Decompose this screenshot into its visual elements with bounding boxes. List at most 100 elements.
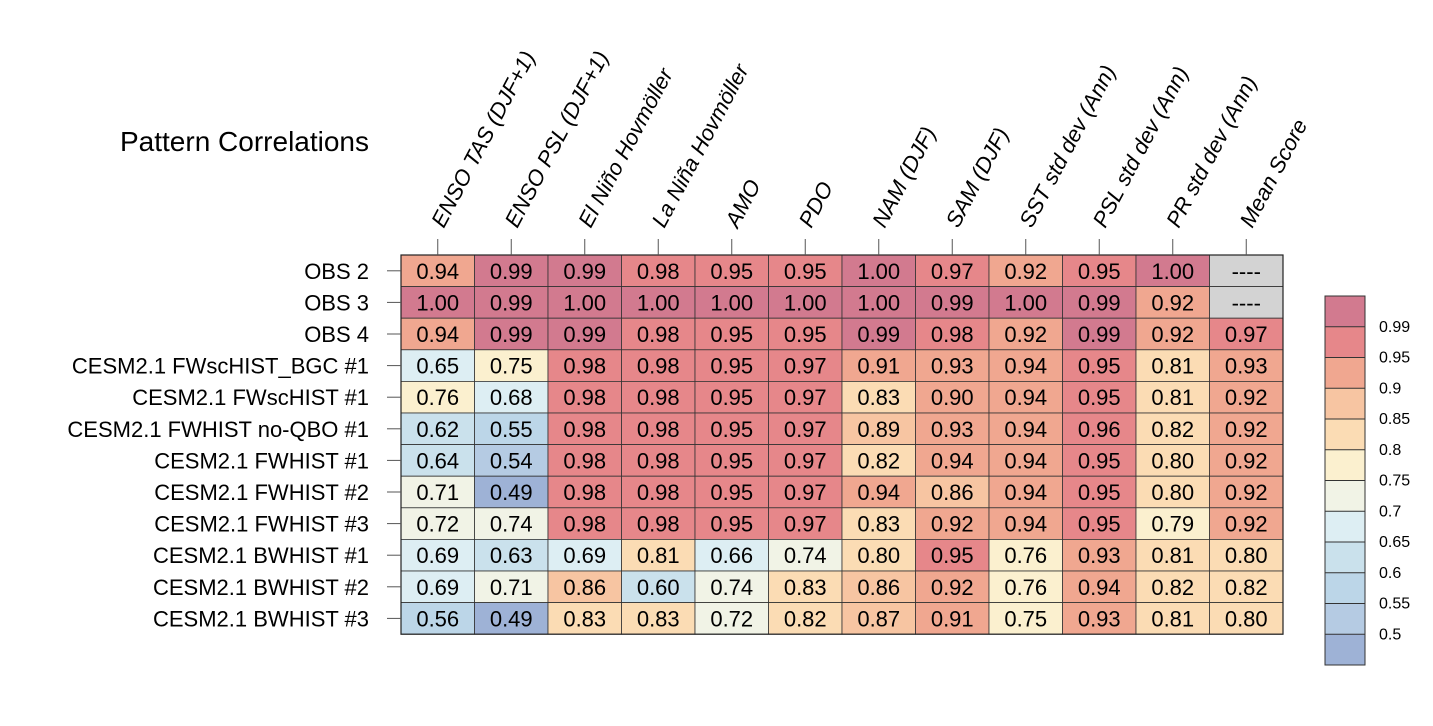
cell-value-label: 0.99: [857, 322, 900, 347]
cell-value-label: 0.95: [710, 512, 753, 537]
cell-value-label: 0.95: [1078, 512, 1121, 537]
heatmap-cell: [547, 475, 622, 509]
heatmap-cell: [841, 539, 916, 572]
cell-value-label: 1.00: [1004, 290, 1047, 315]
cell-value-label: 0.89: [857, 417, 900, 442]
cell-value-label: 0.98: [637, 480, 680, 505]
cell-value-label: 0.80: [1225, 543, 1268, 568]
colorbar-swatch: [1325, 634, 1365, 665]
cell-value-label: 0.95: [710, 417, 753, 442]
cell-value-label: 0.63: [490, 543, 533, 568]
heatmap-cell: [474, 507, 549, 540]
heatmap-cell: [1135, 507, 1210, 540]
heatmap-cell: [400, 286, 475, 319]
heatmap-cell: [988, 254, 1063, 288]
cell-value-label: 0.49: [490, 606, 533, 631]
heatmap-cell: [768, 380, 843, 414]
row-label: CESM2.1 BWHIST #1: [153, 543, 369, 568]
colorbar-tick-label: 0.6: [1379, 565, 1401, 582]
cell-value-label: 0.92: [1151, 290, 1194, 315]
cell-value-label: 0.76: [1004, 543, 1047, 568]
cell-value-label: 0.98: [563, 480, 606, 505]
colorbar-swatch: [1325, 296, 1365, 327]
cell-value-label: 0.95: [931, 543, 974, 568]
heatmap-cell: [400, 254, 475, 288]
cell-value-label: 1.00: [710, 290, 753, 315]
cell-value-label: 0.82: [857, 448, 900, 473]
heatmap-cell: [841, 507, 916, 540]
cell-value-label: 0.92: [1225, 448, 1268, 473]
heatmap-cell: [400, 317, 475, 351]
heatmap-cell: [694, 539, 769, 572]
cell-value-label: 0.71: [490, 575, 533, 600]
cell-value-label: 0.98: [637, 512, 680, 537]
cell-value-label: 0.83: [637, 606, 680, 631]
cell-value-label: 0.83: [857, 385, 900, 410]
heatmap-cell: [915, 444, 990, 477]
chart-title: Pattern Correlations: [120, 126, 370, 157]
cell-value-label: 0.94: [1004, 417, 1047, 442]
cell-value-label: 1.00: [1151, 259, 1194, 284]
heatmap-cell: [1135, 602, 1210, 635]
cell-value-label: 0.76: [416, 385, 459, 410]
heatmap-cell: [768, 444, 843, 477]
heatmap-cell: [988, 286, 1063, 319]
cell-value-label: 0.94: [1004, 480, 1047, 505]
colorbar-tick-label: 0.9: [1379, 380, 1401, 397]
heatmap-cell: [768, 539, 843, 572]
heatmap-cell: [915, 254, 990, 288]
cell-value-label: 0.80: [1151, 448, 1194, 473]
cell-value-label: 0.69: [416, 575, 459, 600]
cell-value-label: 0.94: [1078, 575, 1121, 600]
cell-value-label: 0.72: [416, 512, 459, 537]
cell-value-label: 0.71: [416, 480, 459, 505]
row-label: CESM2.1 BWHIST #2: [153, 575, 369, 600]
cell-value-label: 0.93: [1078, 543, 1121, 568]
cell-value-label: 0.98: [637, 322, 680, 347]
cell-value-label: 0.83: [784, 575, 827, 600]
cell-value-label: 0.99: [490, 290, 533, 315]
colorbar-tick-label: 0.95: [1379, 350, 1410, 367]
row-label: CESM2.1 FWHIST #1: [154, 448, 369, 473]
heatmap-cell: [474, 286, 549, 319]
heatmap-cell: [1135, 539, 1210, 572]
cell-value-label: 0.81: [1151, 606, 1194, 631]
column-label: Mean Score: [1235, 115, 1313, 231]
heatmap-cell: [694, 349, 769, 382]
cell-value-label: 0.98: [563, 385, 606, 410]
cell-value-label: 1.00: [857, 259, 900, 284]
heatmap-cell: [474, 349, 549, 382]
cell-value-label: 1.00: [784, 290, 827, 315]
cell-value-label: 0.99: [563, 322, 606, 347]
heatmap-cell: [841, 380, 916, 414]
heatmap-cell: [1062, 444, 1137, 477]
heatmap-cell: [841, 349, 916, 382]
heatmap-cell: [1209, 286, 1284, 319]
row-label: CESM2.1 FWHIST #3: [154, 512, 369, 537]
cell-value-label: 0.66: [710, 543, 753, 568]
colorbar-swatch: [1325, 511, 1365, 542]
heatmap-cell: [915, 380, 990, 414]
cell-value-label: 0.99: [490, 259, 533, 284]
heatmap-cell: [694, 570, 769, 604]
cell-value-label: 0.80: [857, 543, 900, 568]
cell-value-label: 0.99: [563, 259, 606, 284]
heatmap-cell: [621, 286, 696, 319]
cell-value-label: 0.97: [784, 448, 827, 473]
cell-value-label: 0.81: [1151, 354, 1194, 379]
cell-value-label: 0.74: [490, 512, 533, 537]
heatmap-cell: [474, 317, 549, 351]
cell-value-label: 0.93: [931, 354, 974, 379]
cell-value-label: 0.93: [1225, 354, 1268, 379]
heatmap-cell: [621, 412, 696, 446]
heatmap-cell: [1135, 317, 1210, 351]
colorbar-swatch: [1325, 326, 1365, 358]
cell-value-label: 0.98: [563, 448, 606, 473]
column-label: AMO: [719, 175, 766, 233]
cell-value-label: 1.00: [637, 290, 680, 315]
heatmap-cell: [915, 349, 990, 382]
heatmap-cell: [841, 317, 916, 351]
heatmap-cell: [547, 349, 622, 382]
heatmap-cell: [1209, 570, 1284, 604]
cell-value-label: 0.81: [1151, 543, 1194, 568]
